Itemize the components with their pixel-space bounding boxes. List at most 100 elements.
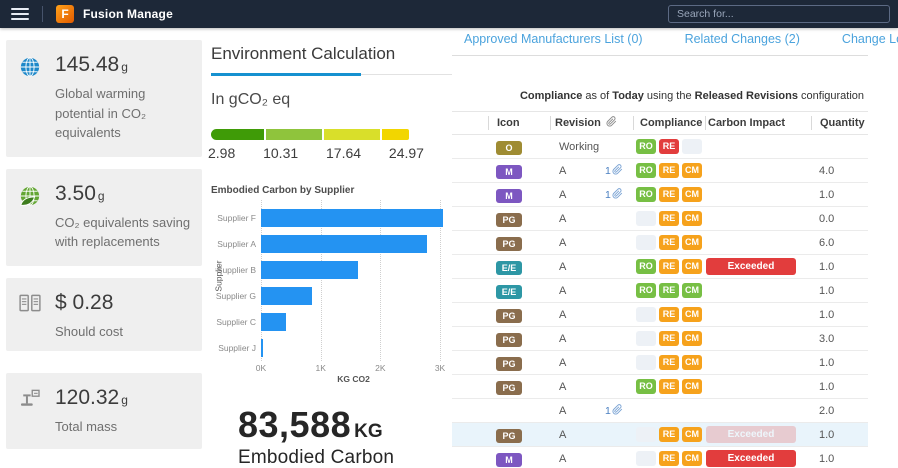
compliance-chip-re: RE [659, 163, 679, 178]
compliance-chips: RECM [633, 355, 705, 370]
table-row[interactable]: MA1RORECM4.0 [452, 159, 868, 183]
embodied-carbon-total: 83,588KG Embodied Carbon [238, 404, 446, 468]
table-row[interactable]: PGARECM1.0 [452, 351, 868, 375]
banknotes-icon [19, 294, 41, 316]
scale-tick-label: 2.98 [208, 145, 235, 161]
compliance-chip-re: RE [659, 331, 679, 346]
table-row[interactable]: PG A RECM 3.0 [452, 327, 868, 351]
total-value: 83,588 [238, 404, 351, 445]
paperclip-icon [612, 404, 623, 418]
paperclip-icon [612, 164, 623, 178]
compliance-chip-cm: CM [682, 331, 702, 346]
quantity-value: 4.0 [811, 165, 868, 177]
revision-value: A [550, 309, 605, 321]
x-tick-label: 3K [435, 363, 445, 373]
item-type-badge: M [496, 189, 522, 203]
table-row[interactable]: OWorkingRORE [452, 135, 868, 159]
environment-calculation-title: Environment Calculation [211, 44, 446, 64]
metric-card-global-warming-potential: 145.48gGlobal warming potential in CO₂ e… [6, 40, 202, 157]
chart-title: Embodied Carbon by Supplier [211, 185, 446, 196]
compliance-chips: RECM [633, 451, 705, 466]
revision-value: A [550, 405, 605, 417]
x-tick-label: 2K [375, 363, 385, 373]
compliance-chip-cm: CM [682, 235, 702, 250]
category-label: Supplier G [221, 283, 261, 309]
table-row[interactable]: MA1RORECM1.0 [452, 183, 868, 207]
compliance-chip-ro: RO [636, 163, 656, 178]
compliance-chips: RECM [633, 235, 705, 250]
compliance-chips: RORECM [633, 259, 705, 274]
globe-icon [19, 56, 41, 78]
tab-related-changes-2[interactable]: Related Changes (2) [685, 32, 800, 46]
metrics-panel: 145.48gGlobal warming potential in CO₂ e… [6, 40, 202, 461]
table-row[interactable]: MARECMExceeded1.0 [452, 447, 868, 468]
metric-label: Global warming potential in CO₂ equivale… [55, 84, 192, 143]
paperclip-icon [612, 188, 623, 202]
attachment-count: 1 [605, 404, 633, 418]
note-text: as of [582, 90, 612, 102]
scale-segment [324, 129, 380, 140]
compliance-config-note: Compliance as of Today using the Release… [452, 90, 868, 102]
table-row[interactable]: PGARECM1.0 [452, 303, 868, 327]
quantity-value: 1.0 [811, 261, 868, 273]
chart-bar [261, 235, 427, 253]
attachment-count: 1 [605, 188, 633, 202]
table-header-row: IconRevisionComplianceCarbon ImpactQuant… [452, 111, 868, 135]
table-row[interactable]: PGARECM6.0 [452, 231, 868, 255]
compliance-chip-ro: RO [636, 379, 656, 394]
note-text: Compliance [520, 90, 582, 102]
column-header-icon: Icon [488, 116, 550, 130]
compliance-chip-re: RE [659, 307, 679, 322]
chart-bar [261, 313, 286, 331]
revision-value: A [550, 237, 605, 249]
compliance-chip-re: RE [659, 451, 679, 466]
compliance-chip-cm: CM [682, 187, 702, 202]
tab-change-log[interactable]: Change Log [842, 32, 898, 46]
table-row[interactable]: E/EARORECMExceeded1.0 [452, 255, 868, 279]
scale-tick-label: 17.64 [326, 145, 361, 161]
compliance-chip-cm: CM [682, 379, 702, 394]
co2-scale-bar [211, 129, 409, 140]
item-type-badge: E/E [496, 285, 522, 299]
quantity-value: 3.0 [811, 333, 868, 345]
table-row[interactable]: A1 2.0 [452, 399, 868, 423]
metric-unit: g [121, 393, 128, 407]
compliance-chip-ro: RO [636, 187, 656, 202]
compliance-chip-cm: CM [682, 451, 702, 466]
tab-approved-manufacturers-list-0[interactable]: Approved Manufacturers List (0) [464, 32, 643, 46]
search-input[interactable] [668, 5, 890, 23]
table-row[interactable]: PGARECM0.0 [452, 207, 868, 231]
compliance-chip-blank [636, 427, 656, 442]
compliance-chip-re: RE [659, 379, 679, 394]
scale-tick-label: 10.31 [263, 145, 298, 161]
menu-icon[interactable] [11, 5, 29, 23]
metric-value: 120.32g [55, 386, 192, 410]
item-type-badge: PG [496, 237, 522, 251]
top-bar: F Fusion Manage [0, 0, 898, 28]
quantity-value: 1.0 [811, 189, 868, 201]
quantity-value: 2.0 [811, 405, 868, 417]
compliance-table: IconRevisionComplianceCarbon ImpactQuant… [452, 111, 868, 468]
quantity-value: 1.0 [811, 429, 868, 441]
carbon-impact-badge: Exceeded [706, 426, 796, 443]
category-label: Supplier B [221, 257, 261, 283]
table-row[interactable]: PGARORECM1.0 [452, 375, 868, 399]
item-type-badge: M [496, 453, 522, 467]
chart-bar [261, 261, 358, 279]
quantity-value: 0.0 [811, 213, 868, 225]
table-row[interactable]: E/EARORECM1.0 [452, 279, 868, 303]
metric-value: $ 0.28 [55, 291, 192, 315]
fusion-manage-screen: F Fusion Manage 145.48gGlobal warming po… [0, 0, 898, 468]
unit-subtitle: In gCO₂ eq [211, 91, 446, 109]
compliance-chip-cm: CM [682, 211, 702, 226]
revision-value: A [550, 333, 605, 345]
table-row[interactable]: PGARECMExceeded1.0 [452, 423, 868, 447]
carbon-impact-badge: Exceeded [706, 450, 796, 467]
compliance-chip-re: RE [659, 211, 679, 226]
item-type-badge: PG [496, 213, 522, 227]
revision-value: A [550, 429, 605, 441]
metric-card-total-mass: 120.32gTotal mass [6, 373, 202, 449]
item-type-badge: PG [496, 333, 522, 347]
scale-tick-label: 24.97 [389, 145, 424, 161]
chart-x-axis: 0K1K2K3K [261, 361, 446, 372]
